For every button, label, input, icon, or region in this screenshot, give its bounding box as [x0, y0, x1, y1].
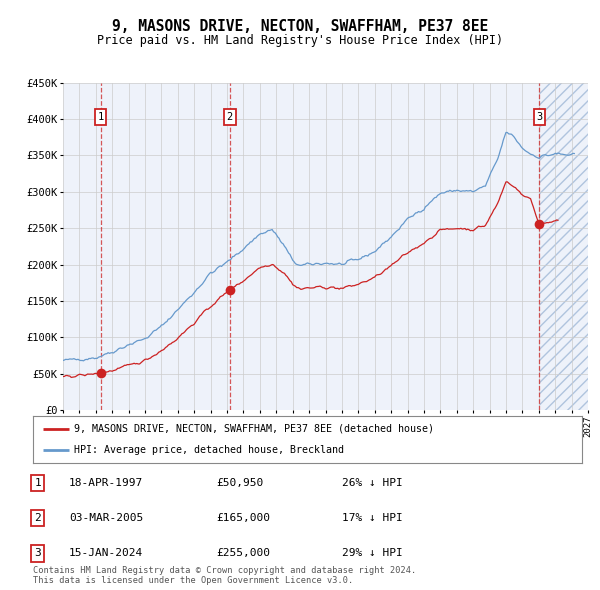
Text: 15-JAN-2024: 15-JAN-2024 — [69, 549, 143, 558]
Text: 3: 3 — [536, 112, 542, 122]
Text: 29% ↓ HPI: 29% ↓ HPI — [342, 549, 403, 558]
Text: 9, MASONS DRIVE, NECTON, SWAFFHAM, PE37 8EE (detached house): 9, MASONS DRIVE, NECTON, SWAFFHAM, PE37 … — [74, 424, 434, 434]
Text: 03-MAR-2005: 03-MAR-2005 — [69, 513, 143, 523]
Text: 26% ↓ HPI: 26% ↓ HPI — [342, 478, 403, 487]
Text: This data is licensed under the Open Government Licence v3.0.: This data is licensed under the Open Gov… — [33, 576, 353, 585]
Text: 1: 1 — [34, 478, 41, 487]
Text: Contains HM Land Registry data © Crown copyright and database right 2024.: Contains HM Land Registry data © Crown c… — [33, 566, 416, 575]
Text: HPI: Average price, detached house, Breckland: HPI: Average price, detached house, Brec… — [74, 445, 344, 455]
Text: 1: 1 — [97, 112, 104, 122]
Text: 2: 2 — [227, 112, 233, 122]
Text: 3: 3 — [34, 549, 41, 558]
Text: 2: 2 — [34, 513, 41, 523]
Text: 17% ↓ HPI: 17% ↓ HPI — [342, 513, 403, 523]
Text: £165,000: £165,000 — [216, 513, 270, 523]
Text: 18-APR-1997: 18-APR-1997 — [69, 478, 143, 487]
Text: 9, MASONS DRIVE, NECTON, SWAFFHAM, PE37 8EE: 9, MASONS DRIVE, NECTON, SWAFFHAM, PE37 … — [112, 19, 488, 34]
Bar — [539, 83, 588, 410]
Text: £50,950: £50,950 — [216, 478, 263, 487]
Text: Price paid vs. HM Land Registry's House Price Index (HPI): Price paid vs. HM Land Registry's House … — [97, 34, 503, 47]
Text: £255,000: £255,000 — [216, 549, 270, 558]
